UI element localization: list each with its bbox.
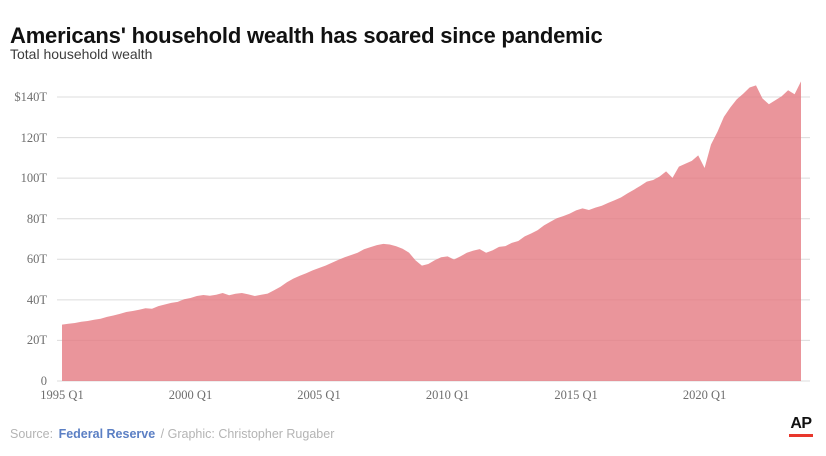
- source-credit: / Graphic: Christopher Rugaber: [160, 427, 335, 441]
- y-tick-label: 60T: [26, 252, 47, 267]
- x-tick-label: 2020 Q1: [682, 388, 727, 402]
- source-line: Source: Federal Reserve / Graphic: Chris…: [10, 427, 334, 441]
- source-link[interactable]: Federal Reserve: [58, 427, 156, 441]
- y-tick-label: 40T: [26, 292, 47, 307]
- y-tick-label: 100T: [20, 171, 47, 186]
- ap-logo: AP: [789, 415, 813, 437]
- page-title: Americans' household wealth has soared s…: [10, 22, 603, 48]
- source-prefix: Source:: [10, 427, 54, 441]
- ap-logo-red-bar: [789, 434, 813, 437]
- y-tick-label: 80T: [26, 211, 47, 226]
- x-tick-label: 2010 Q1: [425, 388, 470, 402]
- y-tick-label: 0: [40, 374, 47, 388]
- y-tick-label: $140T: [14, 90, 47, 104]
- x-tick-label: 2005 Q1: [297, 388, 341, 402]
- x-tick-label: 2015 Q1: [554, 388, 598, 402]
- chart-subtitle: Total household wealth: [10, 46, 153, 62]
- household-wealth-area-series: [62, 81, 801, 382]
- x-tick-label: 2000 Q1: [168, 388, 213, 402]
- x-tick-label: 1995 Q1: [40, 388, 84, 402]
- y-tick-label: 120T: [20, 130, 47, 145]
- y-tick-label: 20T: [26, 333, 47, 348]
- ap-logo-text: AP: [790, 415, 812, 432]
